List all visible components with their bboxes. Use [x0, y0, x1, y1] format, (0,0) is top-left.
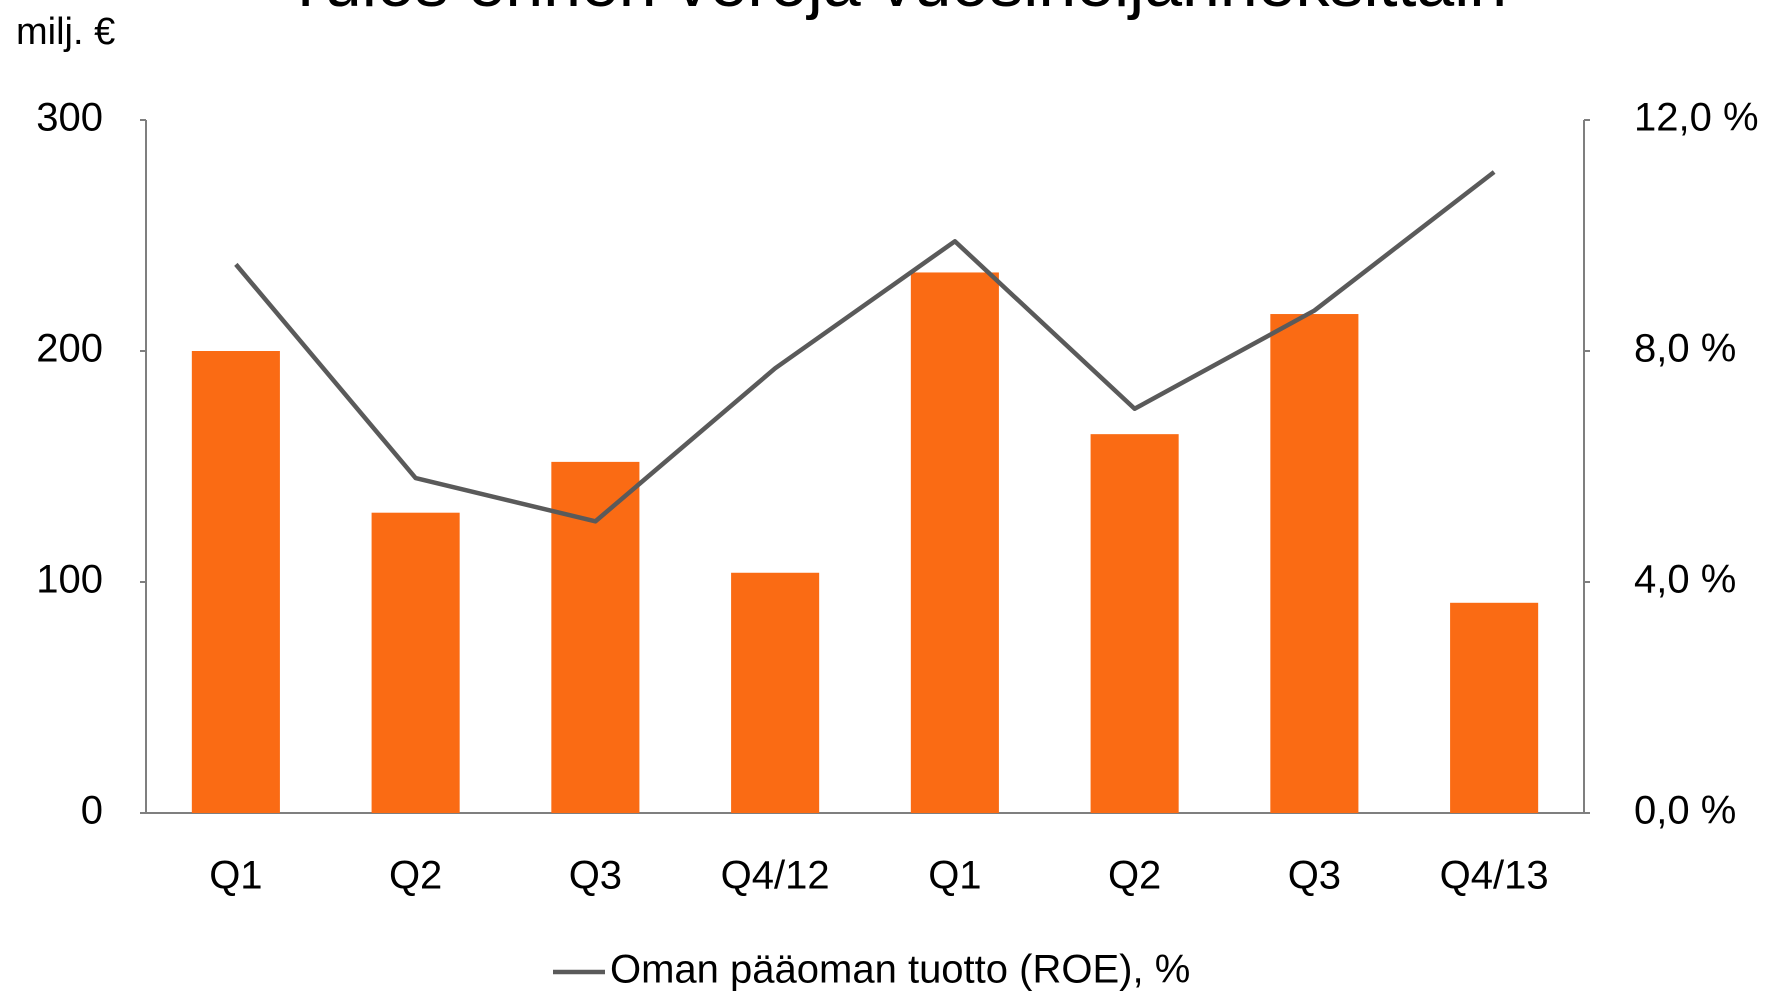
- bar: [910, 272, 999, 814]
- y-tick-label: 200: [36, 327, 103, 371]
- x-tick-label: Q4/12: [721, 854, 830, 898]
- bar: [1090, 434, 1179, 813]
- x-tick-label: Q1: [209, 854, 262, 898]
- y-tick-label: 0: [81, 789, 103, 833]
- bar: [731, 572, 820, 813]
- x-tick-label: Q1: [928, 854, 981, 898]
- legend-label: Oman pääoman tuotto (ROE), %: [610, 948, 1190, 992]
- y-tick-label: 100: [36, 558, 103, 602]
- y-axis-label: milj. €: [16, 11, 115, 53]
- bar: [1270, 314, 1359, 813]
- y2-tick-label: 0,0 %: [1634, 789, 1736, 833]
- y2-tick-label: 4,0 %: [1634, 558, 1736, 602]
- y2-tick-label: 12,0 %: [1634, 96, 1759, 140]
- x-tick-label: Q3: [1288, 854, 1341, 898]
- bar: [371, 512, 460, 813]
- x-tick-label: Q3: [569, 854, 622, 898]
- x-tick-label: Q4/13: [1440, 854, 1549, 898]
- line: [234, 170, 1496, 524]
- y2-tick-label: 8,0 %: [1634, 327, 1736, 371]
- chart-title: Tulos ennen veroja vuosineljänneksittäin: [285, 0, 1507, 21]
- bar: [1450, 602, 1539, 813]
- bar: [191, 351, 280, 813]
- x-tick-label: Q2: [389, 854, 442, 898]
- y-tick-label: 300: [36, 96, 103, 140]
- x-tick-label: Q2: [1108, 854, 1161, 898]
